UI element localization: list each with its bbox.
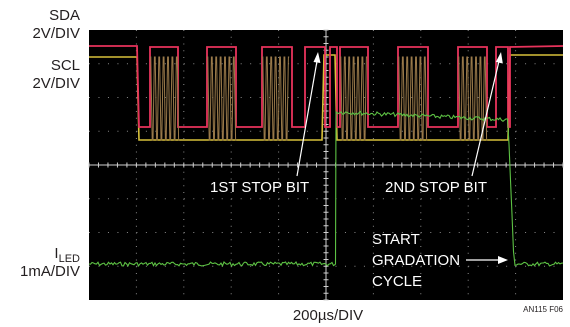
scl-clock-burst — [398, 56, 428, 141]
iled-label: ILED — [54, 245, 80, 265]
scl-clock-burst — [150, 56, 180, 141]
sda-label: SDA — [49, 7, 80, 24]
iled-trace — [88, 110, 564, 268]
annotation-text: START — [372, 231, 420, 248]
scl-clock-burst — [262, 56, 290, 141]
arrow-head — [313, 52, 321, 63]
arrow-head — [498, 256, 508, 264]
annotation-second-stop-bit: 2ND STOP BIT — [385, 52, 503, 196]
iled-scale-label: 1mA/DIV — [20, 263, 80, 280]
scl-label: SCL — [51, 57, 80, 74]
arrow-head — [495, 52, 503, 64]
scl-clock-burst — [458, 56, 488, 141]
annotation-text: 1ST STOP BIT — [210, 179, 309, 196]
scl-scale-label: 2V/DIV — [32, 75, 80, 92]
sda-trace — [89, 45, 564, 128]
annotation-gradation-cycle: START GRADATION CYCLE — [372, 231, 508, 290]
annotation-first-stop-bit: 1ST STOP BIT — [210, 52, 321, 196]
scl-clock-burst — [207, 56, 237, 141]
traces — [88, 45, 564, 268]
scl-clock-burst — [340, 56, 368, 141]
sda-scale-label: 2V/DIV — [32, 25, 80, 42]
figure-id: AN115 F06 — [523, 305, 563, 314]
annotation-arrow — [296, 60, 318, 177]
annotation-text: CYCLE — [372, 273, 422, 290]
time-scale-label: 200µs/DIV — [293, 307, 363, 324]
annotation-text: 2ND STOP BIT — [385, 179, 487, 196]
annotation-text: GRADATION — [372, 252, 460, 269]
annotation-arrow — [471, 60, 500, 177]
screen-grid — [88, 29, 564, 301]
